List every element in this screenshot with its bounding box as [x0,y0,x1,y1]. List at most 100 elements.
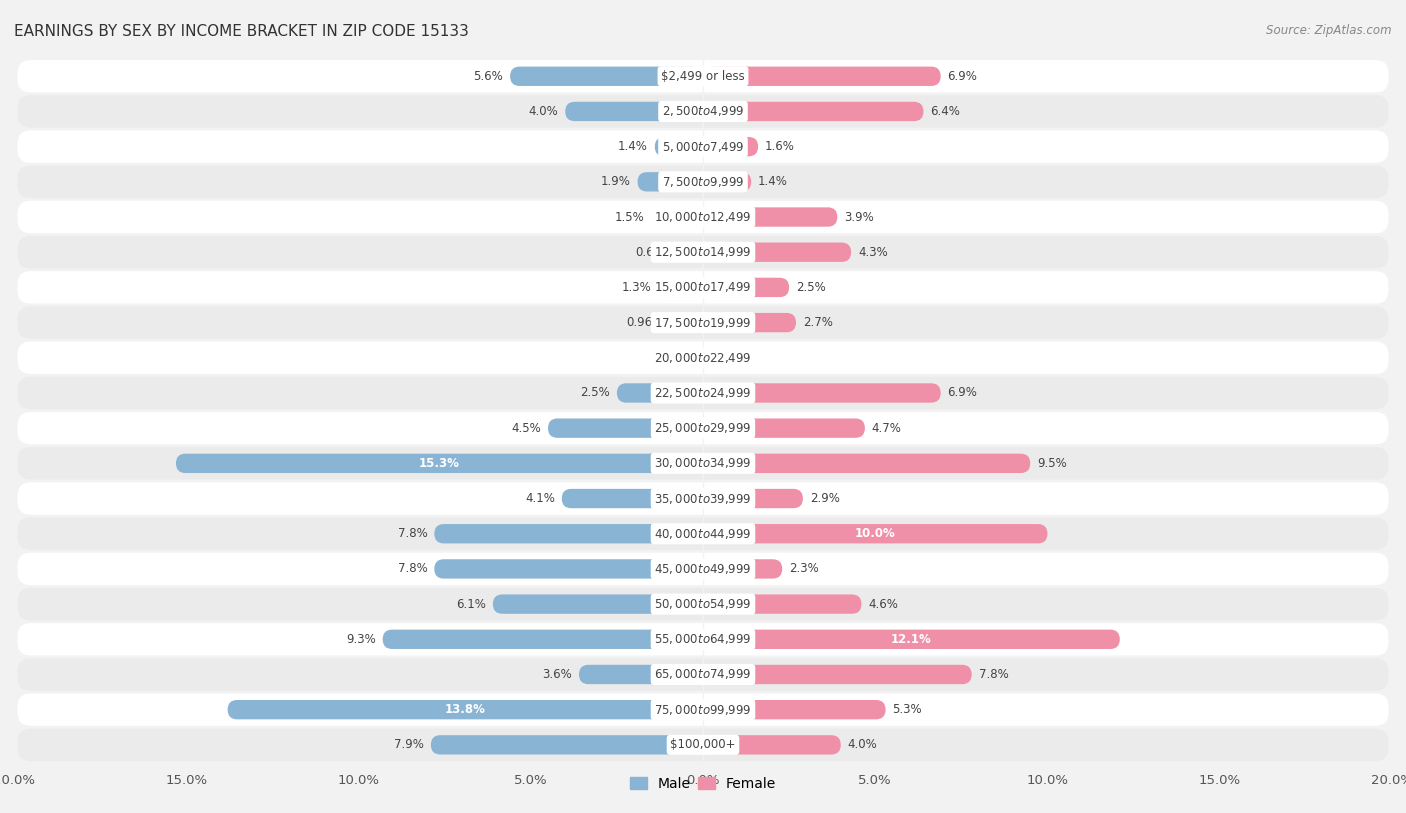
Text: 10.0%: 10.0% [855,527,896,540]
FancyBboxPatch shape [17,482,1389,515]
Text: 0.96%: 0.96% [626,316,664,329]
Text: 2.7%: 2.7% [803,316,832,329]
Text: $10,000 to $12,499: $10,000 to $12,499 [654,210,752,224]
FancyBboxPatch shape [434,524,703,543]
FancyBboxPatch shape [703,700,886,720]
Text: 5.3%: 5.3% [893,703,922,716]
FancyBboxPatch shape [17,307,1389,339]
Text: 0.17%: 0.17% [652,351,690,364]
FancyBboxPatch shape [693,348,707,367]
Text: 4.0%: 4.0% [848,738,877,751]
FancyBboxPatch shape [17,728,1389,761]
FancyBboxPatch shape [703,172,751,192]
Text: 2.5%: 2.5% [796,281,825,294]
Text: 4.7%: 4.7% [872,422,901,435]
FancyBboxPatch shape [703,383,941,402]
Text: 4.3%: 4.3% [858,246,887,259]
FancyBboxPatch shape [17,518,1389,550]
Text: 12.1%: 12.1% [891,633,932,646]
FancyBboxPatch shape [703,735,841,754]
Text: $2,499 or less: $2,499 or less [661,70,745,83]
Text: $7,500 to $9,999: $7,500 to $9,999 [662,175,744,189]
Text: $45,000 to $49,999: $45,000 to $49,999 [654,562,752,576]
Text: $15,000 to $17,499: $15,000 to $17,499 [654,280,752,294]
FancyBboxPatch shape [17,553,1389,585]
FancyBboxPatch shape [703,629,1119,649]
Text: 1.6%: 1.6% [765,140,794,153]
FancyBboxPatch shape [17,60,1389,93]
Text: 4.5%: 4.5% [512,422,541,435]
Text: $12,500 to $14,999: $12,500 to $14,999 [654,246,752,259]
FancyBboxPatch shape [702,348,713,367]
FancyBboxPatch shape [703,594,862,614]
Text: $2,500 to $4,999: $2,500 to $4,999 [662,104,744,119]
FancyBboxPatch shape [228,700,703,720]
FancyBboxPatch shape [703,313,796,333]
Text: 7.9%: 7.9% [394,738,425,751]
Text: EARNINGS BY SEX BY INCOME BRACKET IN ZIP CODE 15133: EARNINGS BY SEX BY INCOME BRACKET IN ZIP… [14,24,470,39]
FancyBboxPatch shape [637,172,703,192]
FancyBboxPatch shape [17,588,1389,620]
FancyBboxPatch shape [703,559,782,579]
FancyBboxPatch shape [579,665,703,685]
Text: 1.4%: 1.4% [758,176,787,189]
FancyBboxPatch shape [703,102,924,121]
FancyBboxPatch shape [658,278,703,297]
FancyBboxPatch shape [17,95,1389,128]
Text: $55,000 to $64,999: $55,000 to $64,999 [654,633,752,646]
Text: $17,500 to $19,999: $17,500 to $19,999 [654,315,752,329]
Text: 3.6%: 3.6% [543,668,572,681]
Text: 4.0%: 4.0% [529,105,558,118]
FancyBboxPatch shape [17,412,1389,445]
Text: 4.1%: 4.1% [524,492,555,505]
FancyBboxPatch shape [17,166,1389,198]
FancyBboxPatch shape [703,242,851,262]
FancyBboxPatch shape [17,130,1389,163]
Text: $40,000 to $44,999: $40,000 to $44,999 [654,527,752,541]
Text: 3.9%: 3.9% [844,211,875,224]
Text: 1.4%: 1.4% [619,140,648,153]
FancyBboxPatch shape [565,102,703,121]
FancyBboxPatch shape [17,376,1389,409]
FancyBboxPatch shape [17,236,1389,268]
Text: Source: ZipAtlas.com: Source: ZipAtlas.com [1267,24,1392,37]
Text: $35,000 to $39,999: $35,000 to $39,999 [654,492,752,506]
FancyBboxPatch shape [703,419,865,438]
Text: 6.4%: 6.4% [931,105,960,118]
FancyBboxPatch shape [17,693,1389,726]
FancyBboxPatch shape [176,454,703,473]
Text: 0.68%: 0.68% [636,246,672,259]
Text: $5,000 to $7,499: $5,000 to $7,499 [662,140,744,154]
FancyBboxPatch shape [703,489,803,508]
Text: 9.5%: 9.5% [1038,457,1067,470]
FancyBboxPatch shape [17,447,1389,480]
Text: 2.5%: 2.5% [581,386,610,399]
Text: $50,000 to $54,999: $50,000 to $54,999 [654,597,752,611]
Text: $100,000+: $100,000+ [671,738,735,751]
Text: $30,000 to $34,999: $30,000 to $34,999 [654,456,752,471]
FancyBboxPatch shape [703,524,1047,543]
Text: 6.9%: 6.9% [948,386,977,399]
Text: $25,000 to $29,999: $25,000 to $29,999 [654,421,752,435]
Legend: Male, Female: Male, Female [624,771,782,796]
FancyBboxPatch shape [17,623,1389,655]
Text: 13.8%: 13.8% [444,703,485,716]
FancyBboxPatch shape [562,489,703,508]
FancyBboxPatch shape [17,201,1389,233]
Text: 2.3%: 2.3% [789,563,818,576]
Text: 6.9%: 6.9% [948,70,977,83]
Text: 7.8%: 7.8% [979,668,1008,681]
Text: 4.6%: 4.6% [869,598,898,611]
FancyBboxPatch shape [703,137,758,156]
FancyBboxPatch shape [703,207,838,227]
FancyBboxPatch shape [510,67,703,86]
FancyBboxPatch shape [651,207,703,227]
FancyBboxPatch shape [703,278,789,297]
FancyBboxPatch shape [17,659,1389,691]
FancyBboxPatch shape [617,383,703,402]
Text: $65,000 to $74,999: $65,000 to $74,999 [654,667,752,681]
FancyBboxPatch shape [703,665,972,685]
Text: $22,500 to $24,999: $22,500 to $24,999 [654,386,752,400]
Text: 1.5%: 1.5% [614,211,644,224]
FancyBboxPatch shape [703,454,1031,473]
